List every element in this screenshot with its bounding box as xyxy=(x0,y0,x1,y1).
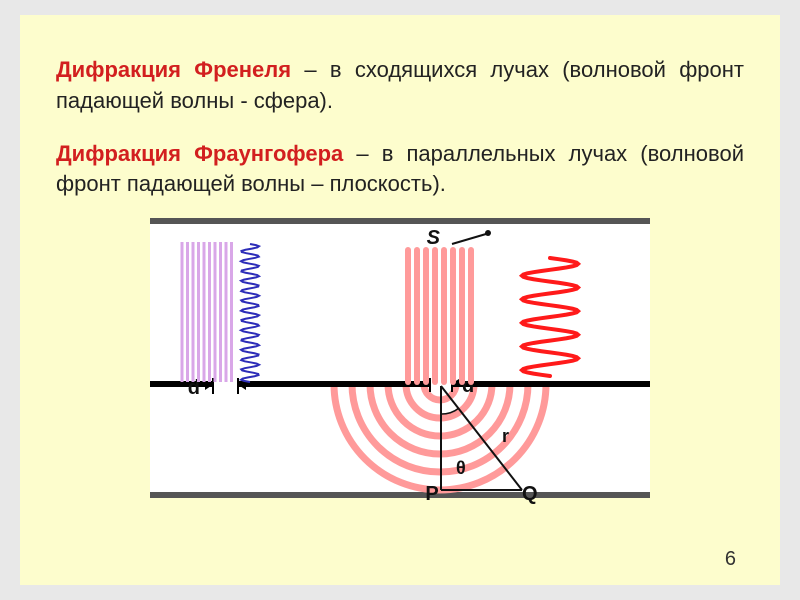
svg-text:Q: Q xyxy=(522,483,538,504)
paragraph-fresnel: Дифракция Френеля – в сходящихся лучах (… xyxy=(56,55,744,117)
svg-text:r: r xyxy=(502,426,509,446)
svg-text:θ: θ xyxy=(456,458,466,478)
term-fresnel: Дифракция Френеля xyxy=(56,57,291,82)
slide: Дифракция Френеля – в сходящихся лучах (… xyxy=(20,15,780,585)
page-number: 6 xyxy=(725,548,736,571)
svg-text:P: P xyxy=(425,483,438,504)
term-fraunhofer: Дифракция Фраунгофера xyxy=(56,141,343,166)
diffraction-diagram: ddSPQrθ xyxy=(150,218,650,498)
svg-text:S: S xyxy=(427,227,441,249)
paragraph-fraunhofer: Дифракция Фраунгофера – в параллельных л… xyxy=(56,139,744,201)
